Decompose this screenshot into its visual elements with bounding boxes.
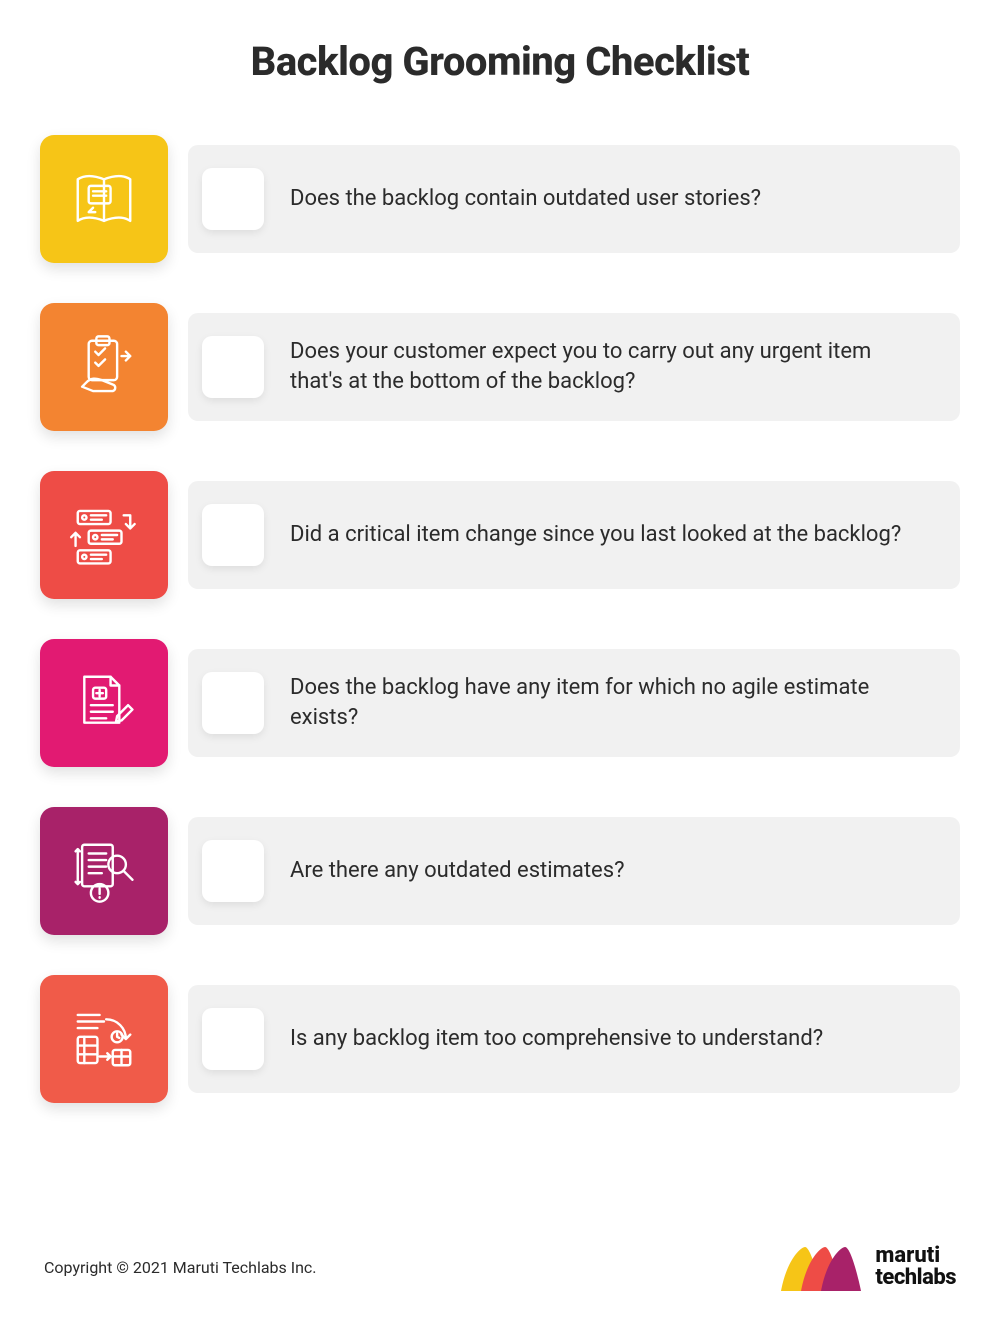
breakdown-icon (40, 975, 168, 1103)
question-bar: Are there any outdated estimates? (188, 817, 960, 925)
checklist-item: Are there any outdated estimates? (40, 807, 960, 935)
question-bar: Did a critical item change since you las… (188, 481, 960, 589)
page-title: Backlog Grooming Checklist (0, 38, 1000, 85)
brand-line2: techlabs (875, 1267, 956, 1289)
question-text: Does the backlog have any item for which… (290, 673, 936, 732)
brand-logo-text: maruti techlabs (875, 1245, 956, 1289)
checklist-item: Does your customer expect you to carry o… (40, 303, 960, 431)
checklist: Does the backlog contain outdated user s… (0, 135, 1000, 1103)
checklist-item: Did a critical item change since you las… (40, 471, 960, 599)
question-bar: Does the backlog have any item for which… (188, 649, 960, 757)
clipboard-hand-icon (40, 303, 168, 431)
checkbox[interactable] (202, 168, 264, 230)
checkbox[interactable] (202, 840, 264, 902)
question-text: Did a critical item change since you las… (290, 520, 911, 550)
review-doc-icon (40, 807, 168, 935)
brand-line1: maruti (875, 1245, 956, 1267)
copyright-text: Copyright © 2021 Maruti Techlabs Inc. (44, 1258, 317, 1277)
checkbox[interactable] (202, 672, 264, 734)
book-stories-icon (40, 135, 168, 263)
brand-logo-icon (781, 1241, 863, 1293)
brand-logo: maruti techlabs (781, 1241, 956, 1293)
checklist-item: Does the backlog have any item for which… (40, 639, 960, 767)
reorder-cards-icon (40, 471, 168, 599)
checkbox[interactable] (202, 336, 264, 398)
footer: Copyright © 2021 Maruti Techlabs Inc. ma… (0, 1241, 1000, 1293)
estimate-doc-icon (40, 639, 168, 767)
question-text: Does the backlog contain outdated user s… (290, 184, 771, 214)
question-text: Are there any outdated estimates? (290, 856, 634, 886)
question-text: Does your customer expect you to carry o… (290, 337, 936, 396)
question-text: Is any backlog item too comprehensive to… (290, 1024, 833, 1054)
checklist-item: Does the backlog contain outdated user s… (40, 135, 960, 263)
checkbox[interactable] (202, 1008, 264, 1070)
question-bar: Does your customer expect you to carry o… (188, 313, 960, 421)
checklist-item: Is any backlog item too comprehensive to… (40, 975, 960, 1103)
checkbox[interactable] (202, 504, 264, 566)
question-bar: Does the backlog contain outdated user s… (188, 145, 960, 253)
question-bar: Is any backlog item too comprehensive to… (188, 985, 960, 1093)
